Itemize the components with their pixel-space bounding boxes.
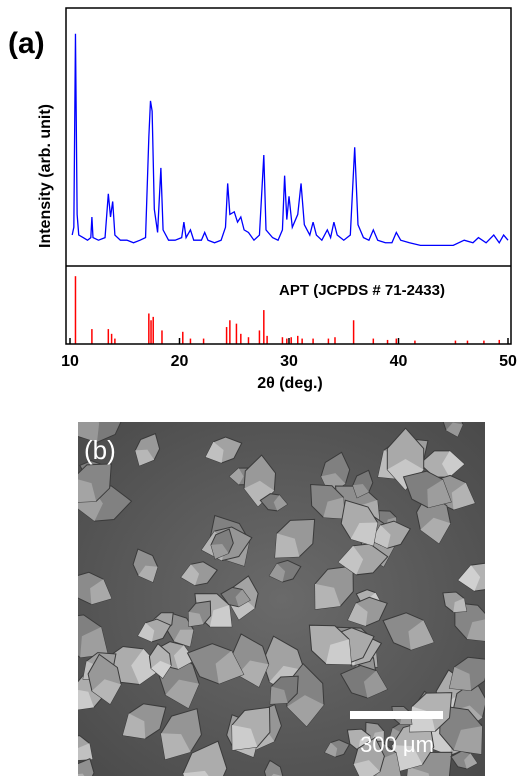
crystal-face — [338, 545, 364, 575]
crystal-face — [131, 648, 162, 685]
crystal-face — [407, 766, 430, 776]
crystal-face — [269, 563, 286, 582]
crystal-face — [352, 484, 369, 498]
panel-label: (b) — [84, 435, 116, 465]
y-axis-label: Intensity (arb. unit) — [37, 104, 54, 248]
crystal-face — [427, 479, 452, 508]
crystal-face — [229, 468, 244, 485]
crystal-face — [273, 495, 288, 511]
crystal-face — [315, 583, 341, 610]
crystal-face — [287, 695, 324, 727]
crystal-face — [353, 760, 380, 776]
crystal-face — [91, 679, 122, 705]
sem-image: 300 μm (b) — [78, 422, 485, 776]
crystal — [78, 758, 95, 776]
crystal-face — [323, 497, 345, 519]
crystal-face — [151, 660, 172, 679]
crystal-face — [370, 525, 391, 549]
crystal-face — [446, 422, 463, 437]
panel-label: (a) — [8, 27, 45, 60]
crystal-face — [78, 743, 93, 761]
axes-frame — [65, 7, 512, 345]
xrd-line — [71, 33, 509, 247]
crystal-face — [442, 450, 465, 478]
crystal-face — [138, 622, 155, 642]
crystal-face — [408, 620, 434, 650]
crystal-face — [453, 726, 483, 755]
crystal-face — [183, 770, 209, 776]
crystal-face — [350, 522, 378, 546]
crystal-face — [211, 544, 229, 559]
x-axis-label: 2θ (deg.) — [257, 375, 323, 392]
crystal-face — [453, 598, 467, 613]
annotation: APT (JCPDS # 71-2433) — [279, 282, 445, 299]
scale-bar-label: 300 μm — [360, 732, 434, 757]
crystal-face — [78, 479, 97, 503]
crystal-face — [464, 753, 478, 769]
crystal-face — [271, 773, 283, 776]
x-tick-label: 10 — [61, 353, 79, 370]
crystal-face — [237, 660, 269, 687]
crystal-face — [270, 686, 288, 704]
crystal-face — [80, 627, 108, 658]
crystal-face — [173, 645, 195, 670]
crystal-face — [173, 629, 194, 647]
crystal-face — [205, 441, 224, 463]
crystal-face — [392, 745, 423, 772]
x-tick-label: 20 — [171, 353, 189, 370]
crystal-face — [363, 670, 388, 698]
crystal-face — [324, 742, 338, 757]
x-tick-label: 30 — [280, 353, 298, 370]
crystal-face — [78, 422, 100, 443]
crystal-face — [449, 667, 472, 691]
crystal-face — [244, 480, 275, 507]
crystal-face — [235, 589, 251, 607]
crystal-face — [325, 639, 352, 665]
plot-area — [69, 33, 509, 344]
crystal-face — [232, 725, 258, 751]
crystal-face — [209, 605, 232, 627]
crystal-face — [181, 564, 200, 586]
crystal-face — [122, 713, 146, 739]
scale-bar — [350, 711, 443, 719]
crystal-face — [135, 449, 155, 466]
crystal-face — [215, 650, 244, 684]
crystal-face — [78, 773, 85, 776]
crystal-face — [420, 517, 451, 544]
crystals — [78, 422, 485, 776]
crystal-face — [387, 459, 424, 490]
crystal-face — [138, 565, 158, 583]
crystal-face — [466, 619, 485, 641]
crystal-face — [458, 565, 481, 592]
crystal-face — [451, 482, 475, 510]
x-tick-label: 40 — [390, 353, 408, 370]
crystal — [263, 759, 284, 776]
crystal-face — [90, 579, 112, 605]
crystal-face — [160, 733, 191, 760]
crystal-face — [275, 533, 300, 558]
crystal-face — [188, 611, 204, 627]
crystal-face — [78, 689, 94, 710]
crystal-face — [347, 603, 368, 627]
crystal-face — [165, 679, 200, 709]
x-tick-label: 50 — [499, 353, 517, 370]
